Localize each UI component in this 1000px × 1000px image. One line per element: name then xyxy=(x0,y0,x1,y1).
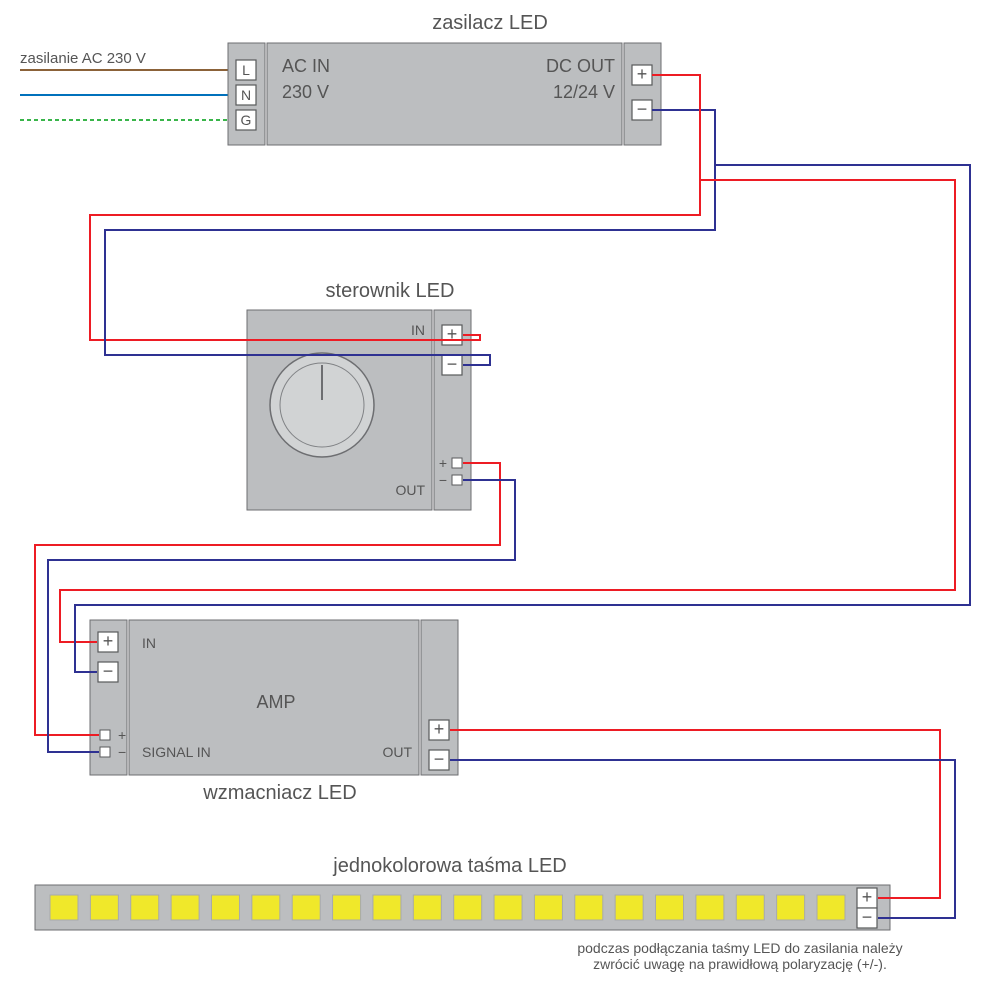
amp-in-minus: − xyxy=(103,661,114,681)
amp-sig-lbl: SIGNAL IN xyxy=(142,744,211,760)
led-chip xyxy=(131,895,159,920)
led-chip xyxy=(50,895,78,920)
ctrl-in-minus: − xyxy=(447,354,458,374)
psu-minus: − xyxy=(637,99,648,119)
strip-minus: − xyxy=(862,907,873,927)
amp-in-plus: + xyxy=(103,631,114,651)
amp-out-minus: − xyxy=(434,749,445,769)
psu-N: N xyxy=(241,87,251,103)
led-strip-block: + − xyxy=(35,885,890,930)
led-chip xyxy=(615,895,643,920)
led-chip xyxy=(656,895,684,920)
led-chip xyxy=(292,895,320,920)
amp-sig-plus: + xyxy=(118,727,126,743)
led-chip xyxy=(494,895,522,920)
psu-dc-t: DC OUT xyxy=(546,56,615,76)
wire-amp-strip-plus xyxy=(450,730,940,898)
psu-acin-t: AC IN xyxy=(282,56,330,76)
amp-out-plus: + xyxy=(434,719,445,739)
led-chip xyxy=(534,895,562,920)
led-chip xyxy=(575,895,603,920)
led-chip xyxy=(817,895,845,920)
psu-dc-v: 12/24 V xyxy=(553,82,615,102)
amp-sig-minus: − xyxy=(118,744,126,760)
ctrl-out-minus: − xyxy=(439,472,447,488)
diagram-svg: L N G + − AC IN 230 V DC OUT 12/24 V IN … xyxy=(0,0,1000,1000)
psu-acin-v: 230 V xyxy=(282,82,329,102)
led-chip xyxy=(252,895,280,920)
amp-block: + − + − + − IN AMP SIGNAL IN OUT xyxy=(90,620,458,775)
led-chip xyxy=(777,895,805,920)
amp-label: AMP xyxy=(256,692,295,712)
psu-block: L N G + − AC IN 230 V DC OUT 12/24 V xyxy=(228,43,661,145)
wire-psu-amp-plus xyxy=(60,75,955,642)
led-chip xyxy=(736,895,764,920)
amp-out-lbl: OUT xyxy=(382,744,412,760)
led-chip xyxy=(373,895,401,920)
psu-L: L xyxy=(242,62,250,78)
ctrl-out-plus: + xyxy=(439,455,447,471)
led-chip xyxy=(90,895,118,920)
led-chip xyxy=(413,895,441,920)
diagram-stage: zasilacz LED sterownik LED wzmacniacz LE… xyxy=(0,0,1000,1000)
amp-in-lbl: IN xyxy=(142,635,156,651)
led-chip xyxy=(171,895,199,920)
ctrl-in-label: IN xyxy=(411,322,425,338)
wire-psu-amp-minus xyxy=(75,110,970,672)
led-chip xyxy=(454,895,482,920)
ctrl-out-label: OUT xyxy=(395,482,425,498)
strip-plus: + xyxy=(862,887,873,907)
led-chip xyxy=(211,895,239,920)
led-chip xyxy=(696,895,724,920)
psu-plus: + xyxy=(637,64,648,84)
psu-G: G xyxy=(241,112,252,128)
led-chip xyxy=(333,895,361,920)
